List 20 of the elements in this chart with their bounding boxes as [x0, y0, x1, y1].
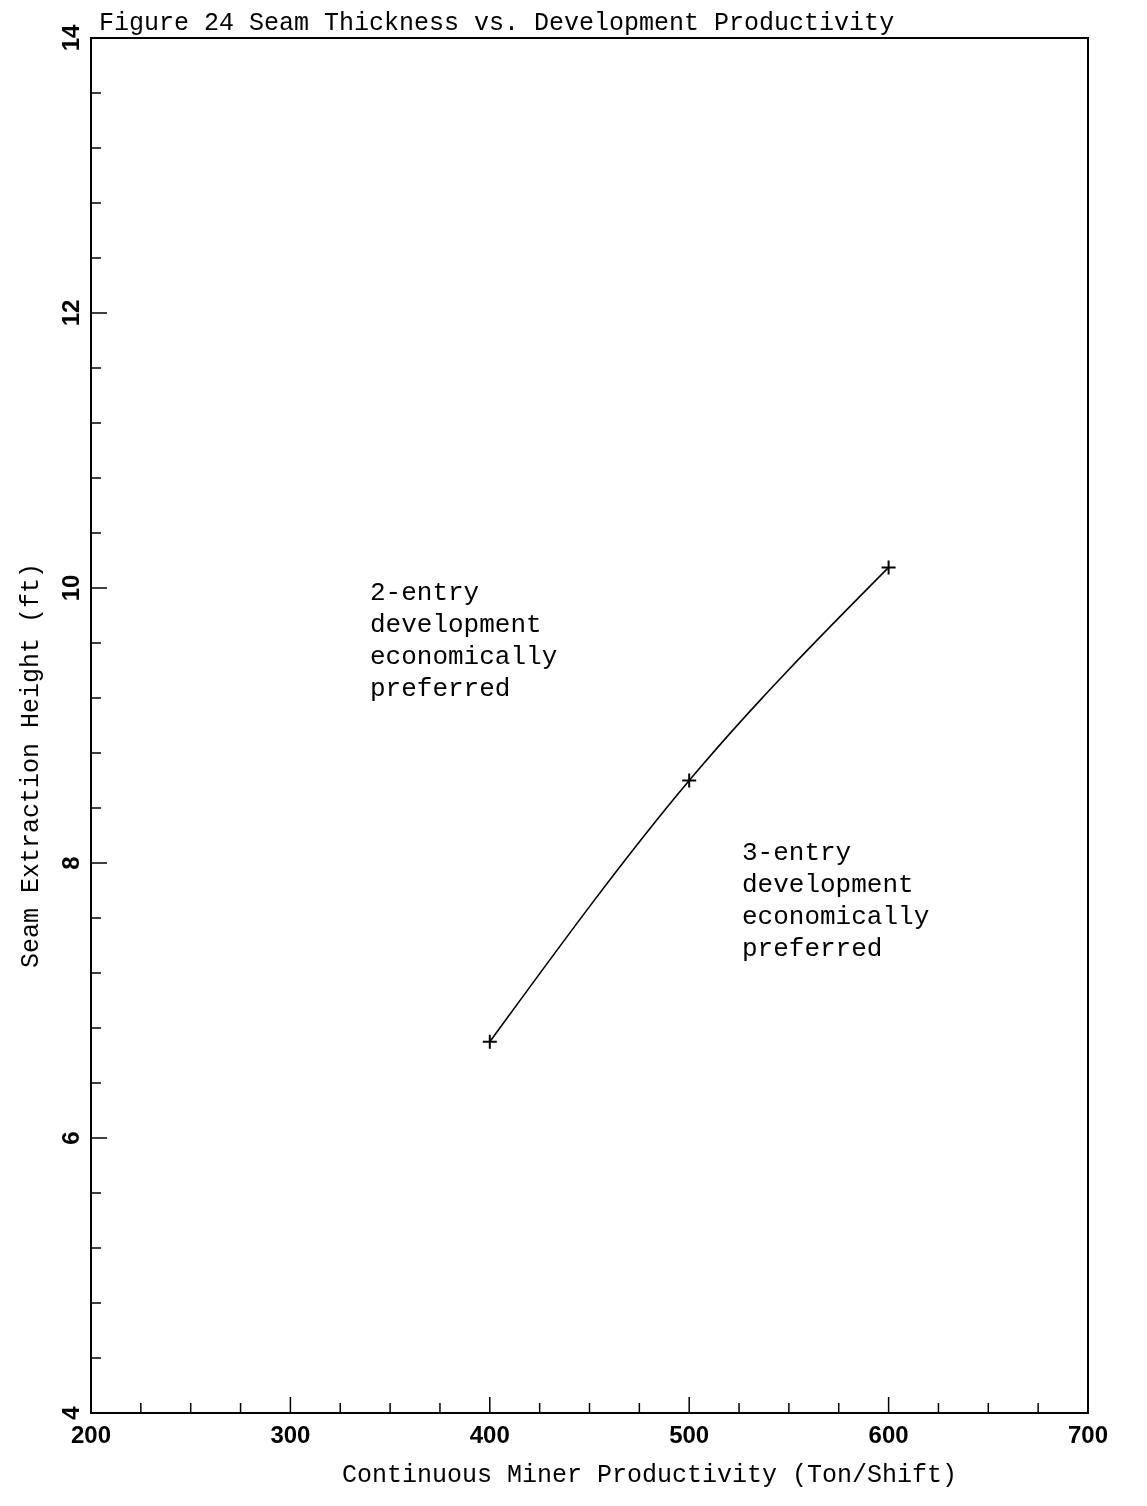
x-tick-label: 200 — [70, 1421, 112, 1448]
point — [681, 772, 698, 789]
x-tick-label: 300 — [270, 1421, 311, 1448]
x-tick-label: 400 — [469, 1421, 510, 1448]
x-axis-title: Continuous Miner Productivity (Ton/Shift) — [341, 1461, 958, 1490]
y-tick-label: 4 — [57, 1405, 84, 1420]
y-tick-label: 8 — [57, 856, 84, 870]
x-tick-label: 500 — [669, 1421, 710, 1448]
y-tick-label: 14 — [57, 24, 84, 52]
y-tick-label: 12 — [57, 299, 84, 327]
x-tick-label: 600 — [868, 1421, 909, 1448]
chart-title: Figure 24 Seam Thickness vs. Development Productivity — [99, 9, 895, 38]
y-tick-label: 10 — [57, 574, 84, 602]
y-tick-label: 6 — [57, 1131, 84, 1145]
annotation: 2-entry development economically preferred — [370, 578, 558, 704]
point — [481, 1033, 498, 1050]
y-axis-title: Seam Extraction Height (ft) — [17, 562, 46, 969]
annotation: 3-entry development economically preferred — [742, 838, 930, 964]
x-tick-label: 700 — [1067, 1421, 1109, 1448]
point — [880, 559, 897, 576]
